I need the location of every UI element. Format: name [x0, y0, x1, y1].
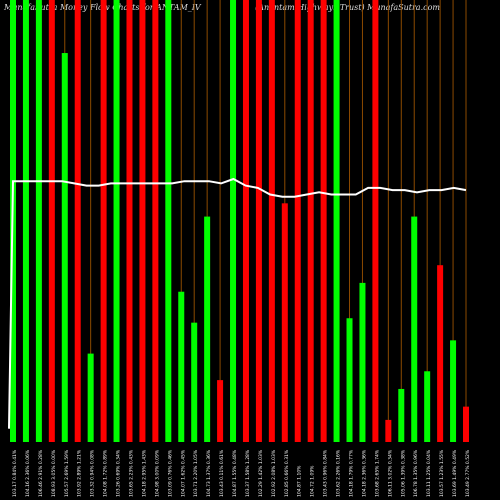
bar: [398, 388, 405, 442]
bar: [87, 353, 94, 442]
tick-label: 104.72 1.09%: [310, 465, 316, 497]
bar: [74, 0, 81, 442]
tick-label: 104.18 2.36% 0.36%: [361, 449, 367, 497]
tick-label: 103.69 1.49% 0.49%: [452, 449, 458, 497]
tick-label: 103.32 0.94% 0.08%: [90, 449, 96, 497]
bar: [191, 322, 198, 442]
tick-label: 102.29 1.42% 1.03%: [258, 449, 264, 497]
tick-label: 104.18 2.95% 1.43%: [141, 449, 147, 497]
tick-label: 105.06 1.39% 0.38%: [400, 449, 406, 497]
bar: [204, 216, 211, 442]
bar: [178, 291, 185, 442]
tick-label: 103.43 0.96% 0.84%: [323, 449, 329, 497]
bar: [22, 0, 29, 442]
bar: [437, 265, 444, 442]
tick-label: 102.92 2.08% 1.03%: [271, 449, 277, 497]
bar: [307, 0, 314, 442]
tick-label: 103.62 2.26% 0.16%: [336, 449, 342, 497]
bar: [372, 0, 379, 442]
bar: [152, 0, 159, 442]
bar: [165, 0, 172, 442]
bar: [450, 340, 457, 442]
bar: [359, 282, 366, 442]
tick-label: 103.37 1.58% 1.28%: [245, 449, 251, 497]
bar: [320, 0, 327, 442]
chart-subtitle: (Anantam Highways Trust) MunafaSutra.com: [255, 3, 440, 12]
tick-label: 104.18 1.79% 0.77%: [349, 449, 355, 497]
bar: [294, 0, 301, 442]
bar: [126, 0, 133, 442]
tick-label: 103.43 0.11% 0.61%: [219, 449, 225, 497]
tick-label: 104.98 3.00% 0.09%: [154, 449, 160, 497]
bar: [113, 0, 120, 442]
tick-label: 108.93 3.05% 0.00%: [51, 449, 57, 497]
tick-label: 106.11 3.02% 0.34%: [387, 449, 393, 497]
tick-label: 103.09 0.76% 0.46%: [167, 449, 173, 497]
tick-label: 103.17 0.84% 0.41%: [12, 449, 18, 497]
tick-label: 103.68 2.65% 1.74%: [374, 449, 380, 497]
bar: [61, 53, 68, 442]
tick-label: 104.87 1.55% 0.48%: [232, 449, 238, 497]
tick-label: 104.87 1.10%: [297, 465, 303, 497]
tick-label: 103.11 1.25% 0.04%: [426, 449, 432, 497]
series-line: [8, 177, 467, 429]
tick-label: 104.08 1.72% 0.89%: [103, 449, 109, 497]
bar: [35, 0, 42, 442]
trend-line: [8, 177, 467, 429]
tick-label: 103.57 1.23% 1.55%: [439, 449, 445, 497]
bar: [48, 0, 55, 442]
tick-label: 103.49 2.77% 0.52%: [465, 449, 471, 497]
bar: [230, 0, 237, 442]
tick-label: 106.46 2.91% 0.28%: [38, 449, 44, 497]
bar: [100, 0, 107, 442]
tick-label: 104.16 2.36% 0.06%: [25, 449, 31, 497]
tick-label: 102.85 0.66% 0.31%: [284, 449, 290, 497]
tick-label: 104.07 1.62% 0.45%: [180, 449, 186, 497]
bar: [333, 0, 340, 442]
bar: [268, 0, 275, 442]
tick-labels: 103.17 0.84% 0.41% 104.16 2.36% 0.06% 106.…: [12, 449, 471, 497]
tick-label: 103.92 2.89% 1.21%: [77, 449, 83, 497]
bar: [281, 203, 288, 442]
bar: [385, 419, 392, 442]
bar: [255, 0, 262, 442]
bar: [346, 318, 353, 442]
tick-label: 103.71 2.20% 1.05%: [193, 449, 199, 497]
bar: [139, 0, 146, 442]
tick-label: 103.26 0.69% 0.34%: [116, 449, 122, 497]
bar: [424, 371, 431, 442]
tick-label: 104.73 1.37% 0.36%: [206, 449, 212, 497]
grid-lines: [12, 0, 467, 442]
tick-label: 105.57 2.69% 1.59%: [64, 449, 70, 497]
tick-label: 103.65 2.23% 0.43%: [128, 449, 134, 497]
bars: [10, 0, 469, 442]
bar: [217, 380, 224, 442]
bar: [411, 216, 418, 442]
tick-label: 106.78 1.35% 0.96%: [413, 449, 419, 497]
bar: [463, 406, 469, 442]
bar: [242, 0, 249, 442]
